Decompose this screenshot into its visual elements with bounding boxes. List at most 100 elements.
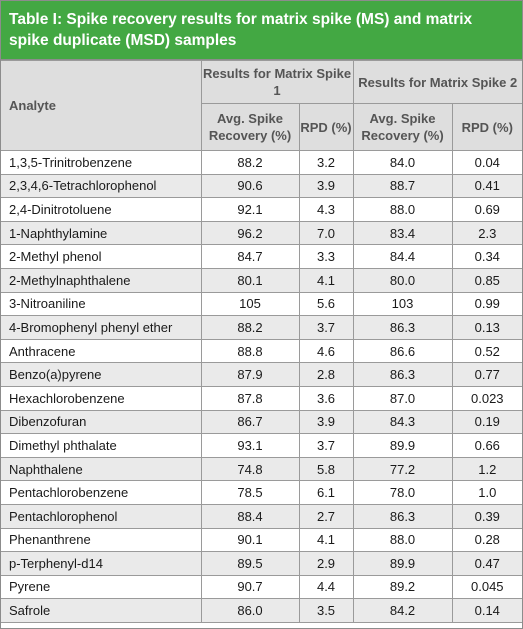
ms1-avg-recovery-cell: 89.5 (200, 551, 300, 576)
matrix-spike-2-header: Results for Matrix Spike 2 (352, 60, 523, 104)
ms2-rpd-cell: 0.52 (451, 338, 523, 364)
analyte-cell: Safrole (1, 598, 202, 623)
analyte-cell: Hexachlorobenzene (1, 385, 202, 411)
ms1-avg-recovery-cell: 80.1 (200, 267, 300, 293)
ms1-rpd-header: RPD (%) (298, 103, 354, 151)
ms2-avg-recovery-cell: 84.4 (352, 244, 453, 269)
analyte-cell: Pyrene (1, 574, 202, 600)
analyte-cell: 4-Bromophenyl phenyl ether (1, 315, 202, 340)
ms2-rpd-cell: 0.045 (451, 574, 523, 600)
table-row: 1-Naphthylamine 96.2 7.0 83.4 2.3 (1, 220, 523, 246)
ms1-rpd-cell: 3.6 (298, 385, 354, 411)
analyte-cell: Naphthalene (1, 456, 202, 482)
analyte-cell: Anthracene (1, 338, 202, 364)
ms1-rpd-cell: 2.8 (298, 362, 354, 387)
table-row: Phenanthrene 90.1 4.1 88.0 0.28 (1, 527, 523, 553)
ms1-avg-recovery-cell: 86.7 (200, 409, 300, 435)
header-sub-row: Avg. Spike Recovery (%) RPD (%) Avg. Spi… (1, 103, 523, 151)
ms2-rpd-cell: 0.04 (451, 150, 523, 175)
table-row: 2-Methylnaphthalene 80.1 4.1 80.0 0.85 (1, 267, 523, 293)
ms1-rpd-cell: 2.7 (298, 503, 354, 529)
ms1-avg-recovery-cell: 87.9 (200, 362, 300, 387)
analyte-cell: Pentachlorophenol (1, 503, 202, 529)
ms1-avg-recovery-cell: 90.7 (200, 574, 300, 600)
table-row: Naphthalene 74.8 5.8 77.2 1.2 (1, 456, 523, 482)
table-body: 1,3,5-Trinitrobenzene 88.2 3.2 84.0 0.04 2,3,… (1, 150, 523, 623)
table-row: 1,3,5-Trinitrobenzene 88.2 3.2 84.0 0.04 (1, 150, 523, 175)
analyte-cell: 2-Methyl phenol (1, 244, 202, 269)
ms2-rpd-cell: 0.023 (451, 385, 523, 411)
analyte-cell: 2-Methylnaphthalene (1, 267, 202, 293)
ms1-rpd-cell: 2.9 (298, 551, 354, 576)
table-row: 2,4-Dinitrotoluene 92.1 4.3 88.0 0.69 (1, 197, 523, 222)
ms1-avg-recovery-cell: 96.2 (200, 220, 300, 246)
table-title: Table I: Spike recovery results for matr… (1, 1, 522, 60)
ms1-avg-recovery-cell: 78.5 (200, 480, 300, 505)
analyte-cell: Phenanthrene (1, 527, 202, 553)
ms2-avg-recovery-cell: 86.3 (352, 362, 453, 387)
ms1-rpd-cell: 3.9 (298, 409, 354, 435)
ms1-rpd-cell: 3.3 (298, 244, 354, 269)
analyte-cell: p-Terphenyl-d14 (1, 551, 202, 576)
table-row: Pentachlorobenzene 78.5 6.1 78.0 1.0 (1, 480, 523, 505)
matrix-spike-1-header: Results for Matrix Spike 1 (200, 60, 354, 104)
ms1-rpd-cell: 3.5 (298, 598, 354, 623)
ms1-avg-recovery-cell: 90.6 (200, 173, 300, 199)
ms2-rpd-cell: 1.2 (451, 456, 523, 482)
table-row: Hexachlorobenzene 87.8 3.6 87.0 0.023 (1, 385, 523, 411)
ms2-rpd-cell: 0.77 (451, 362, 523, 387)
ms2-rpd-cell: 2.3 (451, 220, 523, 246)
analyte-cell: Dimethyl phthalate (1, 433, 202, 458)
ms1-avg-recovery-cell: 88.8 (200, 338, 300, 364)
ms1-avg-recovery-cell: 74.8 (200, 456, 300, 482)
ms1-rpd-cell: 4.3 (298, 197, 354, 222)
spike-recovery-table: Analyte Results for Matrix Spike 1 Resul… (1, 60, 523, 623)
analyte-cell: Benzo(a)pyrene (1, 362, 202, 387)
analyte-cell: 2,4-Dinitrotoluene (1, 197, 202, 222)
analyte-cell: 1-Naphthylamine (1, 220, 202, 246)
ms2-avg-recovery-cell: 84.2 (352, 598, 453, 623)
ms1-avg-recovery-cell: 86.0 (200, 598, 300, 623)
ms2-avg-recovery-cell: 88.0 (352, 527, 453, 553)
table-row: Dimethyl phthalate 93.1 3.7 89.9 0.66 (1, 433, 523, 458)
table-row: Benzo(a)pyrene 87.9 2.8 86.3 0.77 (1, 362, 523, 387)
ms1-avg-recovery-cell: 88.4 (200, 503, 300, 529)
ms2-rpd-cell: 0.99 (451, 291, 523, 317)
ms2-avg-recovery-cell: 77.2 (352, 456, 453, 482)
ms1-rpd-cell: 4.1 (298, 527, 354, 553)
ms2-rpd-cell: 1.0 (451, 480, 523, 505)
ms1-avg-recovery-cell: 88.2 (200, 315, 300, 340)
table-row: Safrole 86.0 3.5 84.2 0.14 (1, 598, 523, 623)
ms2-rpd-cell: 0.41 (451, 173, 523, 199)
ms1-avg-recovery-cell: 93.1 (200, 433, 300, 458)
ms2-rpd-cell: 0.85 (451, 267, 523, 293)
ms2-rpd-cell: 0.28 (451, 527, 523, 553)
table-row: Dibenzofuran 86.7 3.9 84.3 0.19 (1, 409, 523, 435)
ms2-avg-recovery-cell: 88.7 (352, 173, 453, 199)
analyte-cell: 2,3,4,6-Tetrachlorophenol (1, 173, 202, 199)
table-row: 3-Nitroaniline 105 5.6 103 0.99 (1, 291, 523, 317)
ms1-rpd-cell: 5.8 (298, 456, 354, 482)
ms2-avg-recovery-cell: 87.0 (352, 385, 453, 411)
ms2-avg-recovery-cell: 89.9 (352, 551, 453, 576)
ms1-avg-recovery-cell: 87.8 (200, 385, 300, 411)
ms2-avg-recovery-header: Avg. Spike Recovery (%) (352, 103, 453, 151)
ms1-avg-recovery-header: Avg. Spike Recovery (%) (201, 103, 300, 151)
ms1-rpd-cell: 4.6 (298, 338, 354, 364)
ms2-avg-recovery-cell: 80.0 (352, 267, 453, 293)
ms2-rpd-cell: 0.69 (451, 197, 523, 222)
ms1-avg-recovery-cell: 92.1 (200, 197, 300, 222)
table-row: p-Terphenyl-d14 89.5 2.9 89.9 0.47 (1, 551, 523, 576)
header-group-row: Analyte Results for Matrix Spike 1 Resul… (1, 60, 523, 151)
ms1-rpd-cell: 3.9 (298, 173, 354, 199)
ms2-avg-recovery-cell: 89.2 (352, 574, 453, 600)
ms2-rpd-cell: 0.66 (451, 433, 523, 458)
ms2-rpd-cell: 0.39 (451, 503, 523, 529)
table-row: Pyrene 90.7 4.4 89.2 0.045 (1, 574, 523, 600)
ms1-avg-recovery-cell: 84.7 (200, 244, 300, 269)
ms2-avg-recovery-cell: 103 (352, 291, 453, 317)
ms1-rpd-cell: 4.4 (298, 574, 354, 600)
table-row: 4-Bromophenyl phenyl ether 88.2 3.7 86.3 0.1… (1, 315, 523, 340)
ms2-avg-recovery-cell: 86.6 (352, 338, 453, 364)
